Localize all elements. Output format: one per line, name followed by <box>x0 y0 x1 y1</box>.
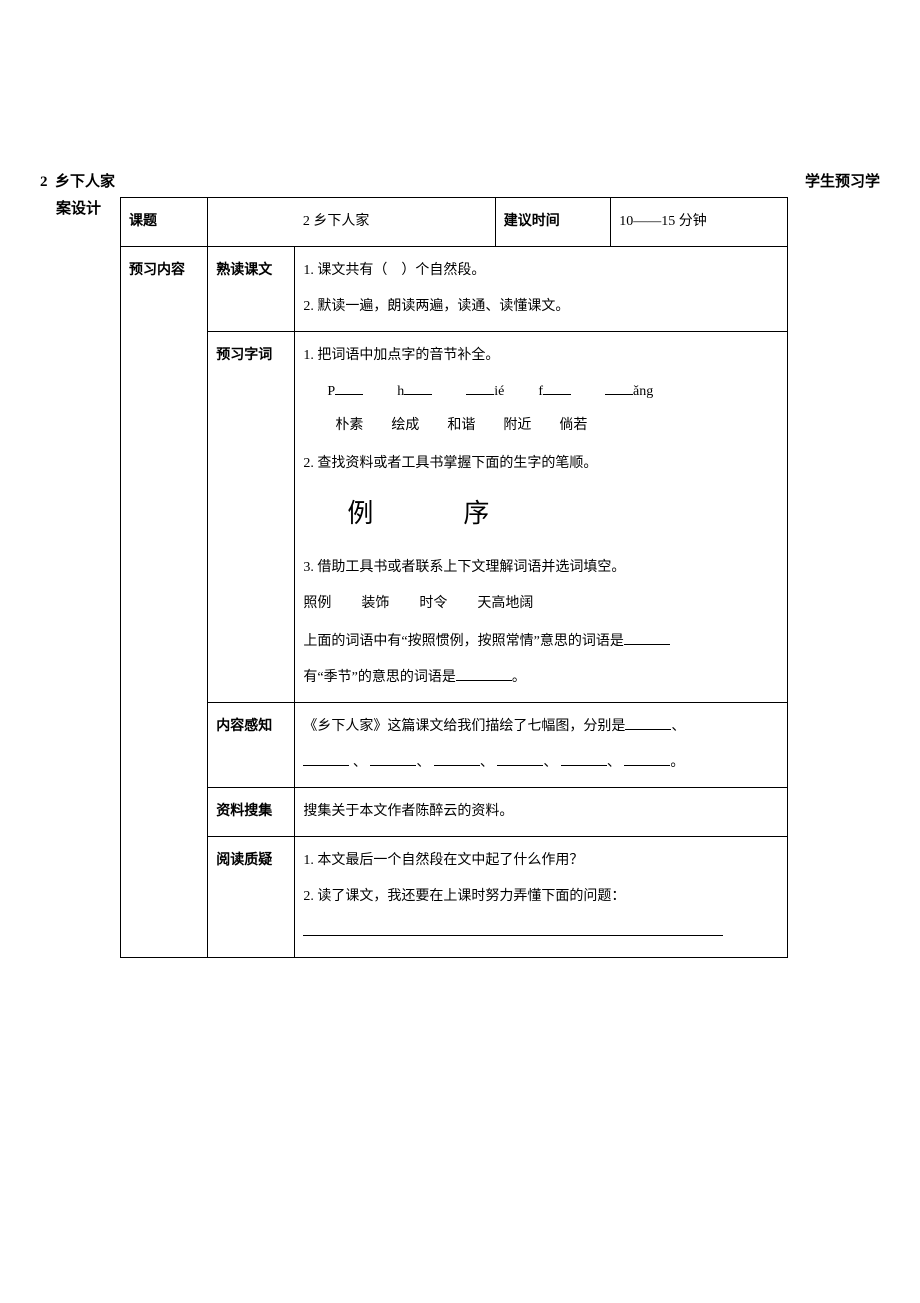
preview-content-label: 预习内容 <box>121 247 208 958</box>
design-subtitle: 案设计 <box>40 197 120 218</box>
topic-value-a <box>208 198 295 247</box>
fill-blank[interactable] <box>624 631 670 645</box>
collect-cell: 搜集关于本文作者陈醉云的资料。 <box>295 788 788 837</box>
pinyin-item: h <box>397 378 432 406</box>
words-row: 朴素 绘成 和谐 附近 倘若 <box>303 412 779 440</box>
read-line2: 2. 默读一遍，朗读两遍，读通、读懂课文。 <box>303 293 779 321</box>
content-label: 内容感知 <box>208 703 295 788</box>
words-cell: 1. 把词语中加点字的音节补全。 P h ié f ǎng 朴素 绘成 和谐 附… <box>295 332 788 703</box>
pinyin-row: P h ié f ǎng <box>303 378 779 406</box>
fill-blank[interactable] <box>625 729 671 730</box>
collect-line1: 搜集关于本文作者陈醉云的资料。 <box>303 798 779 826</box>
content-line1: 《乡下人家》这篇课文给我们描绘了七幅图，分别是、 <box>303 713 779 741</box>
fill-blank[interactable] <box>624 765 670 766</box>
pinyin-item: f <box>538 378 571 406</box>
table-row: 内容感知 《乡下人家》这篇课文给我们描绘了七幅图，分别是、 、 、 、 、 、 … <box>121 703 788 788</box>
time-label: 建议时间 <box>495 198 610 247</box>
content-cell: 《乡下人家》这篇课文给我们描绘了七幅图，分别是、 、 、 、 、 、 。 <box>295 703 788 788</box>
read-label: 熟读课文 <box>208 247 295 332</box>
title-row: 2 乡下人家 学生预习学 <box>40 170 880 191</box>
page: 2 乡下人家 学生预习学 案设计 课题 2 乡下人家 建议时间 10——15 分… <box>0 0 920 998</box>
vocab-item: 天高地阔 <box>477 590 533 618</box>
word-item: 附近 <box>503 412 531 440</box>
word-item: 倘若 <box>559 412 587 440</box>
vocab-item: 时令 <box>419 590 447 618</box>
topic-label: 课题 <box>121 198 208 247</box>
lesson-heading: 2 乡下人家 <box>40 170 115 191</box>
table-row: 资料搜集 搜集关于本文作者陈醉云的资料。 <box>121 788 788 837</box>
pinyin-item: ié <box>466 378 504 406</box>
words-line4: 上面的词语中有“按照惯例，按照常情”意思的词语是 <box>303 628 779 656</box>
pinyin-item: P <box>327 378 363 406</box>
table-row: 阅读质疑 1. 本文最后一个自然段在文中起了什么作用？ 2. 读了课文，我还要在… <box>121 837 788 958</box>
content-line2: 、 、 、 、 、 。 <box>303 749 779 777</box>
words-line1: 1. 把词语中加点字的音节补全。 <box>303 342 779 370</box>
fill-blank[interactable] <box>561 765 607 766</box>
words-line5: 有“季节”的意思的词语是。 <box>303 664 779 692</box>
big-char: 例 <box>347 488 373 540</box>
collect-label: 资料搜集 <box>208 788 295 837</box>
words-line3: 3. 借助工具书或者联系上下文理解词语并选词填空。 <box>303 554 779 582</box>
time-value: 10——15 分钟 <box>611 198 788 247</box>
fill-blank[interactable] <box>497 765 543 766</box>
question-line1: 1. 本文最后一个自然段在文中起了什么作用？ <box>303 847 779 875</box>
read-line1: 1. 课文共有（ ）个自然段。 <box>303 257 779 285</box>
vocab-item: 照例 <box>303 590 331 618</box>
question-line2: 2. 读了课文，我还要在上课时努力弄懂下面的问题： <box>303 883 779 911</box>
table-row: 预习字词 1. 把词语中加点字的音节补全。 P h ié f ǎng 朴素 绘成… <box>121 332 788 703</box>
preview-table: 课题 2 乡下人家 建议时间 10——15 分钟 预习内容 熟读课文 1. 课文… <box>120 197 788 958</box>
table-row: 预习内容 熟读课文 1. 课文共有（ ）个自然段。 2. 默读一遍，朗读两遍，读… <box>121 247 788 332</box>
words-line2: 2. 查找资料或者工具书掌握下面的生字的笔顺。 <box>303 450 779 478</box>
words-label: 预习字词 <box>208 332 295 703</box>
body-wrap: 案设计 课题 2 乡下人家 建议时间 10——15 分钟 预习内容 熟读课文 1… <box>40 197 880 958</box>
question-label: 阅读质疑 <box>208 837 295 958</box>
fill-blank[interactable] <box>303 922 723 936</box>
table-row: 课题 2 乡下人家 建议时间 10——15 分钟 <box>121 198 788 247</box>
fill-blank[interactable] <box>370 765 416 766</box>
question-cell: 1. 本文最后一个自然段在文中起了什么作用？ 2. 读了课文，我还要在上课时努力… <box>295 837 788 958</box>
fill-blank[interactable] <box>456 667 512 681</box>
fill-blank[interactable] <box>303 765 349 766</box>
big-char-row: 例 序 <box>303 488 779 540</box>
word-item: 绘成 <box>391 412 419 440</box>
right-heading: 学生预习学 <box>805 170 880 191</box>
read-cell: 1. 课文共有（ ）个自然段。 2. 默读一遍，朗读两遍，读通、读懂课文。 <box>295 247 788 332</box>
fill-blank[interactable] <box>434 765 480 766</box>
question-blank <box>303 919 779 947</box>
topic-value: 2 乡下人家 <box>295 198 495 247</box>
word-item: 和谐 <box>447 412 475 440</box>
word-item: 朴素 <box>335 412 363 440</box>
vocab-item: 装饰 <box>361 590 389 618</box>
vocab-row: 照例 装饰 时令 天高地阔 <box>303 590 779 618</box>
big-char: 序 <box>463 488 489 540</box>
pinyin-item: ǎng <box>605 378 653 406</box>
